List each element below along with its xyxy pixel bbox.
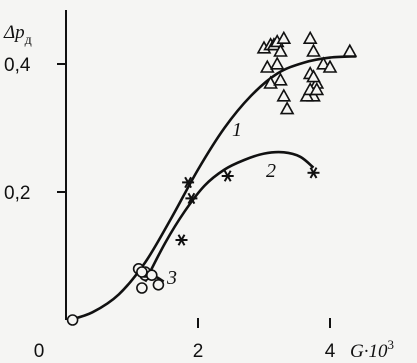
circle-point	[66, 314, 79, 326]
x-tick-label: 2	[193, 341, 204, 362]
curve-label-2: 2	[266, 160, 276, 182]
triangle-point	[306, 43, 321, 57]
triangle-point	[276, 30, 292, 45]
triangle-point	[299, 88, 315, 102]
triangle-point	[309, 81, 325, 96]
triangle-point	[269, 56, 285, 70]
triangle-point	[342, 43, 358, 57]
triangle-point	[259, 59, 275, 73]
x-tick-label: 4	[325, 341, 336, 362]
asterisk-point	[307, 167, 320, 179]
triangle-point	[279, 101, 295, 115]
y-axis-label: Δpд	[3, 22, 32, 48]
curve-label-3: 3	[166, 267, 177, 289]
curve-label-1: 1	[232, 119, 242, 141]
circle-point	[146, 269, 158, 282]
tick-marks	[57, 63, 331, 328]
asterisk-point	[185, 192, 198, 205]
asterisk-point	[182, 176, 195, 189]
circle-point	[152, 278, 165, 291]
circle-point	[136, 266, 148, 278]
triangle-point	[273, 43, 288, 57]
x-axis-label: G·103	[350, 337, 394, 362]
triangle-point	[302, 30, 318, 45]
y-axis-label-sub: д	[25, 33, 32, 48]
triangle-point	[306, 69, 321, 83]
curve-1	[68, 55, 357, 322]
y-tick-label: 0,2	[4, 183, 30, 204]
y-axis-label-main: Δp	[3, 22, 25, 43]
x-axis-label-sup: 3	[387, 337, 394, 352]
circle-point	[136, 282, 148, 294]
triangle-point	[273, 72, 288, 86]
y-tick-label: 0,4	[4, 55, 31, 76]
asterisk-point	[221, 170, 234, 182]
x-tick-label: 0	[34, 341, 45, 362]
x-axis-label-main: G·10	[350, 341, 388, 362]
data-points	[66, 30, 358, 326]
curve-2	[144, 150, 315, 283]
triangle-point	[276, 88, 292, 102]
asterisk-point	[175, 234, 188, 246]
triangle-point	[322, 59, 338, 73]
